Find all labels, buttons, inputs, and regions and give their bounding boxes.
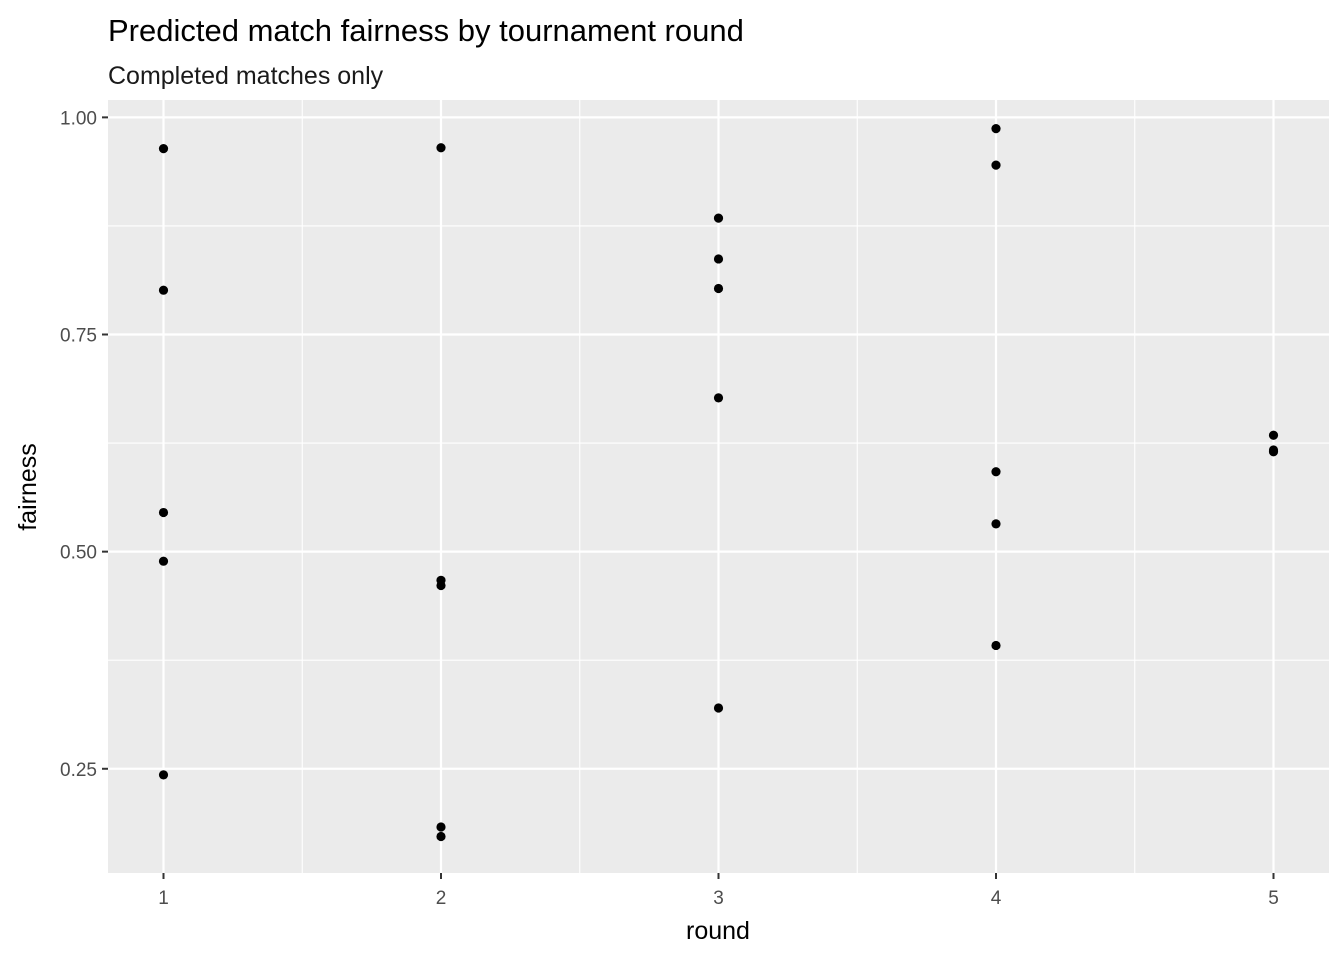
y-tick-label: 0.50	[60, 543, 97, 564]
y-tick-label: 0.25	[60, 760, 97, 781]
x-axis-title: round	[686, 917, 750, 945]
data-point	[436, 822, 446, 832]
data-point	[991, 467, 1001, 477]
y-tick-label: 0.75	[60, 326, 97, 347]
chart-title: Predicted match fairness by tournament r…	[108, 13, 744, 48]
data-point	[991, 160, 1001, 170]
data-point	[158, 144, 169, 154]
x-tick-label: 4	[991, 888, 1002, 909]
chart-subtitle: Completed matches only	[108, 62, 384, 90]
data-point	[436, 580, 446, 591]
y-axis-title: fairness	[14, 443, 42, 531]
data-point	[1268, 447, 1279, 457]
x-tick-label: 5	[1268, 888, 1279, 909]
x-tick-label: 3	[713, 888, 724, 909]
x-tick-label: 2	[436, 888, 447, 909]
x-axis: 1 2 3 4 5	[158, 873, 1279, 909]
data-point	[158, 507, 169, 518]
data-point	[436, 143, 446, 153]
data-point	[713, 213, 724, 223]
y-axis: 0.25 0.50 0.75 1.00	[60, 108, 108, 781]
y-tick-label: 1.00	[60, 108, 97, 129]
data-point	[713, 254, 724, 264]
data-point	[158, 770, 169, 780]
data-point	[713, 703, 724, 713]
data-point	[991, 124, 1001, 134]
data-point	[713, 283, 724, 294]
data-point	[158, 556, 169, 566]
x-tick-label: 1	[158, 888, 169, 909]
data-point	[991, 519, 1001, 529]
data-point	[991, 640, 1001, 651]
data-point	[713, 393, 724, 403]
data-points	[158, 124, 1279, 842]
data-point	[158, 285, 169, 295]
data-point	[1268, 430, 1279, 440]
data-point	[436, 831, 446, 842]
major-gridlines	[108, 100, 1329, 873]
